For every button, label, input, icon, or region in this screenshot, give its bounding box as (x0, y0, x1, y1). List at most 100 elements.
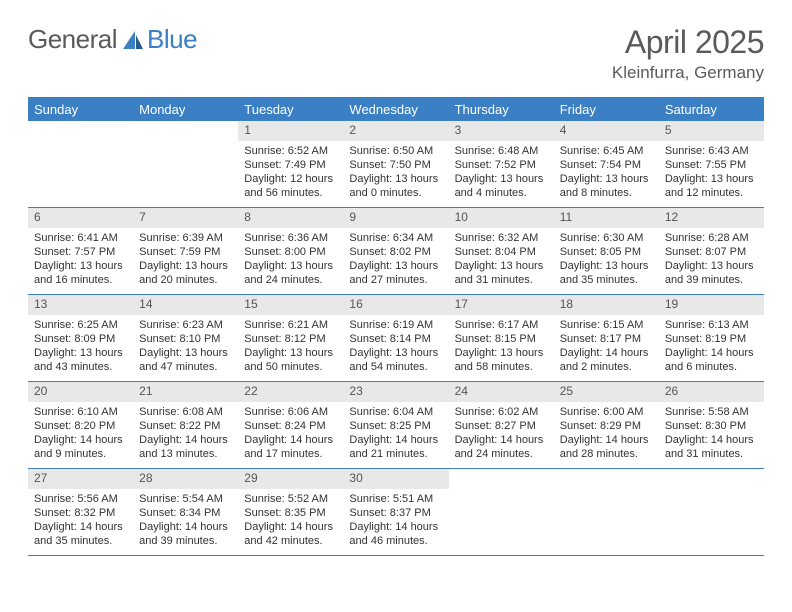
sunrise-text: Sunrise: 5:56 AM (34, 492, 127, 506)
day-body: Sunrise: 6:10 AMSunset: 8:20 PMDaylight:… (28, 402, 133, 466)
daylight-line1: Daylight: 14 hours (560, 346, 653, 360)
daylight-line1: Daylight: 13 hours (665, 259, 758, 273)
empty-cell (133, 121, 238, 207)
daylight-line1: Daylight: 13 hours (139, 259, 232, 273)
daylight-line2: and 21 minutes. (349, 447, 442, 461)
daylight-line1: Daylight: 14 hours (455, 433, 548, 447)
day-body: Sunrise: 6:45 AMSunset: 7:54 PMDaylight:… (554, 141, 659, 205)
daylight-line1: Daylight: 14 hours (244, 520, 337, 534)
sunset-text: Sunset: 8:15 PM (455, 332, 548, 346)
empty-cell (554, 469, 659, 555)
sunrise-text: Sunrise: 6:32 AM (455, 231, 548, 245)
sunset-text: Sunset: 8:17 PM (560, 332, 653, 346)
daylight-line1: Daylight: 13 hours (560, 172, 653, 186)
day-body: Sunrise: 6:48 AMSunset: 7:52 PMDaylight:… (449, 141, 554, 205)
daylight-line2: and 58 minutes. (455, 360, 548, 374)
sunrise-text: Sunrise: 6:30 AM (560, 231, 653, 245)
daylight-line1: Daylight: 13 hours (455, 172, 548, 186)
sunrise-text: Sunrise: 6:34 AM (349, 231, 442, 245)
day-number: 28 (133, 469, 238, 489)
day-cell: 11Sunrise: 6:30 AMSunset: 8:05 PMDayligh… (554, 208, 659, 294)
day-body: Sunrise: 6:25 AMSunset: 8:09 PMDaylight:… (28, 315, 133, 379)
week-row: 1Sunrise: 6:52 AMSunset: 7:49 PMDaylight… (28, 121, 764, 208)
day-cell: 12Sunrise: 6:28 AMSunset: 8:07 PMDayligh… (659, 208, 764, 294)
sunset-text: Sunset: 8:12 PM (244, 332, 337, 346)
sunset-text: Sunset: 8:35 PM (244, 506, 337, 520)
day-number: 21 (133, 382, 238, 402)
day-body: Sunrise: 5:54 AMSunset: 8:34 PMDaylight:… (133, 489, 238, 553)
day-cell: 13Sunrise: 6:25 AMSunset: 8:09 PMDayligh… (28, 295, 133, 381)
sunrise-text: Sunrise: 6:17 AM (455, 318, 548, 332)
daylight-line2: and 16 minutes. (34, 273, 127, 287)
day-body: Sunrise: 6:28 AMSunset: 8:07 PMDaylight:… (659, 228, 764, 292)
sunset-text: Sunset: 8:27 PM (455, 419, 548, 433)
daylight-line2: and 12 minutes. (665, 186, 758, 200)
day-cell: 8Sunrise: 6:36 AMSunset: 8:00 PMDaylight… (238, 208, 343, 294)
day-header-row: SundayMondayTuesdayWednesdayThursdayFrid… (28, 99, 764, 121)
day-number: 13 (28, 295, 133, 315)
sunrise-text: Sunrise: 5:54 AM (139, 492, 232, 506)
day-number: 26 (659, 382, 764, 402)
day-cell: 27Sunrise: 5:56 AMSunset: 8:32 PMDayligh… (28, 469, 133, 555)
day-cell: 15Sunrise: 6:21 AMSunset: 8:12 PMDayligh… (238, 295, 343, 381)
month-title: April 2025 (612, 24, 764, 61)
sunrise-text: Sunrise: 6:10 AM (34, 405, 127, 419)
daylight-line1: Daylight: 13 hours (34, 259, 127, 273)
daylight-line1: Daylight: 14 hours (244, 433, 337, 447)
sunrise-text: Sunrise: 6:28 AM (665, 231, 758, 245)
logo-text-2: Blue (147, 24, 197, 55)
sunrise-text: Sunrise: 6:00 AM (560, 405, 653, 419)
daylight-line2: and 24 minutes. (244, 273, 337, 287)
day-cell: 2Sunrise: 6:50 AMSunset: 7:50 PMDaylight… (343, 121, 448, 207)
day-body: Sunrise: 6:17 AMSunset: 8:15 PMDaylight:… (449, 315, 554, 379)
daylight-line1: Daylight: 13 hours (244, 259, 337, 273)
daylight-line1: Daylight: 14 hours (665, 346, 758, 360)
week-row: 13Sunrise: 6:25 AMSunset: 8:09 PMDayligh… (28, 295, 764, 382)
day-number: 24 (449, 382, 554, 402)
sunset-text: Sunset: 8:29 PM (560, 419, 653, 433)
day-body: Sunrise: 6:32 AMSunset: 8:04 PMDaylight:… (449, 228, 554, 292)
day-number: 18 (554, 295, 659, 315)
sunrise-text: Sunrise: 6:19 AM (349, 318, 442, 332)
sunrise-text: Sunrise: 6:25 AM (34, 318, 127, 332)
logo-sail-icon (121, 29, 145, 51)
daylight-line2: and 56 minutes. (244, 186, 337, 200)
day-header: Sunday (28, 99, 133, 121)
sunrise-text: Sunrise: 5:51 AM (349, 492, 442, 506)
day-number: 5 (659, 121, 764, 141)
sunrise-text: Sunrise: 6:52 AM (244, 144, 337, 158)
day-cell: 26Sunrise: 5:58 AMSunset: 8:30 PMDayligh… (659, 382, 764, 468)
daylight-line1: Daylight: 13 hours (349, 172, 442, 186)
day-header: Monday (133, 99, 238, 121)
day-body: Sunrise: 6:41 AMSunset: 7:57 PMDaylight:… (28, 228, 133, 292)
day-number: 2 (343, 121, 448, 141)
daylight-line2: and 42 minutes. (244, 534, 337, 548)
daylight-line1: Daylight: 14 hours (139, 433, 232, 447)
sunrise-text: Sunrise: 6:36 AM (244, 231, 337, 245)
day-cell: 29Sunrise: 5:52 AMSunset: 8:35 PMDayligh… (238, 469, 343, 555)
day-cell: 30Sunrise: 5:51 AMSunset: 8:37 PMDayligh… (343, 469, 448, 555)
daylight-line2: and 24 minutes. (455, 447, 548, 461)
daylight-line1: Daylight: 14 hours (665, 433, 758, 447)
day-header: Wednesday (343, 99, 448, 121)
day-number: 7 (133, 208, 238, 228)
week-row: 20Sunrise: 6:10 AMSunset: 8:20 PMDayligh… (28, 382, 764, 469)
daylight-line1: Daylight: 14 hours (349, 433, 442, 447)
day-number: 1 (238, 121, 343, 141)
day-number: 8 (238, 208, 343, 228)
day-body: Sunrise: 6:02 AMSunset: 8:27 PMDaylight:… (449, 402, 554, 466)
day-body: Sunrise: 6:21 AMSunset: 8:12 PMDaylight:… (238, 315, 343, 379)
logo: General Blue (28, 24, 197, 55)
sunset-text: Sunset: 7:55 PM (665, 158, 758, 172)
day-number: 19 (659, 295, 764, 315)
empty-cell (449, 469, 554, 555)
day-number: 25 (554, 382, 659, 402)
sunset-text: Sunset: 8:30 PM (665, 419, 758, 433)
day-header: Thursday (449, 99, 554, 121)
sunset-text: Sunset: 7:57 PM (34, 245, 127, 259)
daylight-line2: and 47 minutes. (139, 360, 232, 374)
day-cell: 19Sunrise: 6:13 AMSunset: 8:19 PMDayligh… (659, 295, 764, 381)
day-cell: 16Sunrise: 6:19 AMSunset: 8:14 PMDayligh… (343, 295, 448, 381)
sunset-text: Sunset: 8:10 PM (139, 332, 232, 346)
sunrise-text: Sunrise: 6:21 AM (244, 318, 337, 332)
